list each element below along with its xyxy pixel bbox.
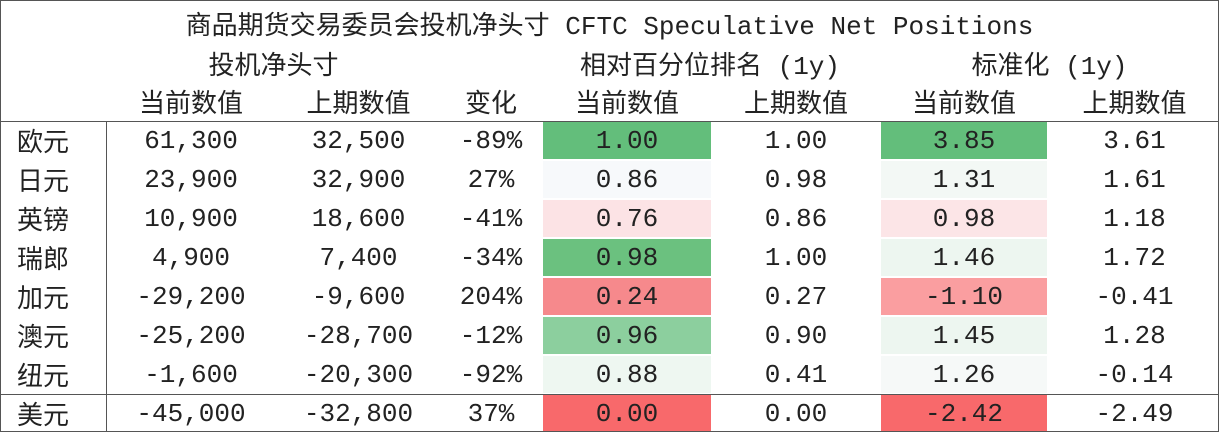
column-header: 当前数值 <box>911 89 1016 120</box>
table-cell: 0.88 <box>543 356 711 393</box>
table-cell: 3.61 <box>1103 125 1166 156</box>
table-cell: -0.41 <box>1095 281 1174 312</box>
group-header: 投机净头寸 <box>208 51 339 82</box>
table-cell: -9,600 <box>311 281 406 312</box>
table-cell: 1.28 <box>1103 320 1166 351</box>
table-cell: 0.00 <box>543 395 711 431</box>
column-header: 当前数值 <box>138 89 243 120</box>
table-cell: 0.98 <box>881 200 1047 237</box>
rule <box>1 394 1218 395</box>
table-cell: 10,900 <box>144 203 238 234</box>
row-label: 英镑 <box>17 207 70 237</box>
row-label: 日元 <box>17 168 70 198</box>
table-cell: -1.10 <box>881 278 1047 315</box>
table-cell: 1.72 <box>1103 242 1166 273</box>
table-cell: 1.00 <box>764 242 828 273</box>
table-cell: 61,300 <box>144 125 238 156</box>
table-cell: 7,400 <box>319 242 398 273</box>
table-cell: 1.26 <box>881 356 1047 393</box>
column-header: 当前数值 <box>574 89 679 120</box>
table-cell: 0.86 <box>764 203 828 234</box>
table-cell: -45,000 <box>136 398 246 429</box>
table-cell: 1.00 <box>764 125 828 156</box>
table-cell: 0.24 <box>543 278 711 315</box>
row-label: 纽元 <box>17 363 70 393</box>
table-cell: 4,900 <box>151 242 230 273</box>
table-cell: 0.76 <box>543 200 711 237</box>
table-cell: 32,900 <box>311 164 406 195</box>
table-cell: 1.45 <box>881 317 1047 354</box>
row-label: 加元 <box>17 285 70 315</box>
row-label: 澳元 <box>17 324 70 354</box>
table-cell: -34% <box>459 242 523 273</box>
table-cell: -32,800 <box>303 398 414 429</box>
title: 商品期货交易委员会投机净头寸 CFTC Speculative Net Posi… <box>185 11 1034 42</box>
table-cell: -29,200 <box>136 281 246 312</box>
group-header: 相对百分位排名 (1y) <box>579 51 840 82</box>
table-cell: 1.31 <box>881 161 1047 198</box>
rule <box>106 121 107 431</box>
table-cell: 0.98 <box>764 164 828 195</box>
table-cell: 3.85 <box>881 122 1047 159</box>
table-cell: 0.98 <box>543 239 711 276</box>
table-cell: 0.86 <box>543 161 711 198</box>
table-cell: -12% <box>459 320 523 351</box>
table-cell: 32,500 <box>311 125 406 156</box>
column-header: 上期数值 <box>306 89 411 120</box>
group-header: 标准化 (1y) <box>971 51 1128 82</box>
table-cell: 27% <box>467 164 515 195</box>
row-label: 欧元 <box>17 129 70 159</box>
table-cell: 204% <box>459 281 523 312</box>
table-cell: -20,300 <box>303 359 414 390</box>
table-cell: -28,700 <box>303 320 414 351</box>
table-cell: -2.49 <box>1095 398 1174 429</box>
row-label: 瑞郎 <box>17 246 70 276</box>
table-cell: -2.42 <box>881 395 1047 431</box>
table-cell: -92% <box>459 359 523 390</box>
table-cell: -25,200 <box>136 320 246 351</box>
table-cell: 37% <box>467 398 515 429</box>
row-label: 美元 <box>17 402 70 432</box>
column-header: 上期数值 <box>1082 89 1187 120</box>
table-cell: 1.00 <box>543 122 711 159</box>
table-cell: 1.18 <box>1103 203 1166 234</box>
table-cell: 18,600 <box>311 203 406 234</box>
table-cell: 0.41 <box>764 359 828 390</box>
table-cell: 1.61 <box>1103 164 1166 195</box>
rule <box>1 121 1218 122</box>
table-cell: 0.96 <box>543 317 711 354</box>
column-header: 变化 <box>464 89 517 120</box>
table-cell: 0.27 <box>764 281 828 312</box>
table-cell: 1.46 <box>881 239 1047 276</box>
table-cell: 0.90 <box>764 320 828 351</box>
table-cell: -0.14 <box>1095 359 1174 390</box>
table-cell: 23,900 <box>144 164 238 195</box>
table-cell: 0.00 <box>764 398 828 429</box>
column-header: 上期数值 <box>743 89 848 120</box>
table-cell: -89% <box>459 125 523 156</box>
table-cell: -1,600 <box>144 359 238 390</box>
table-cell: -41% <box>459 203 523 234</box>
